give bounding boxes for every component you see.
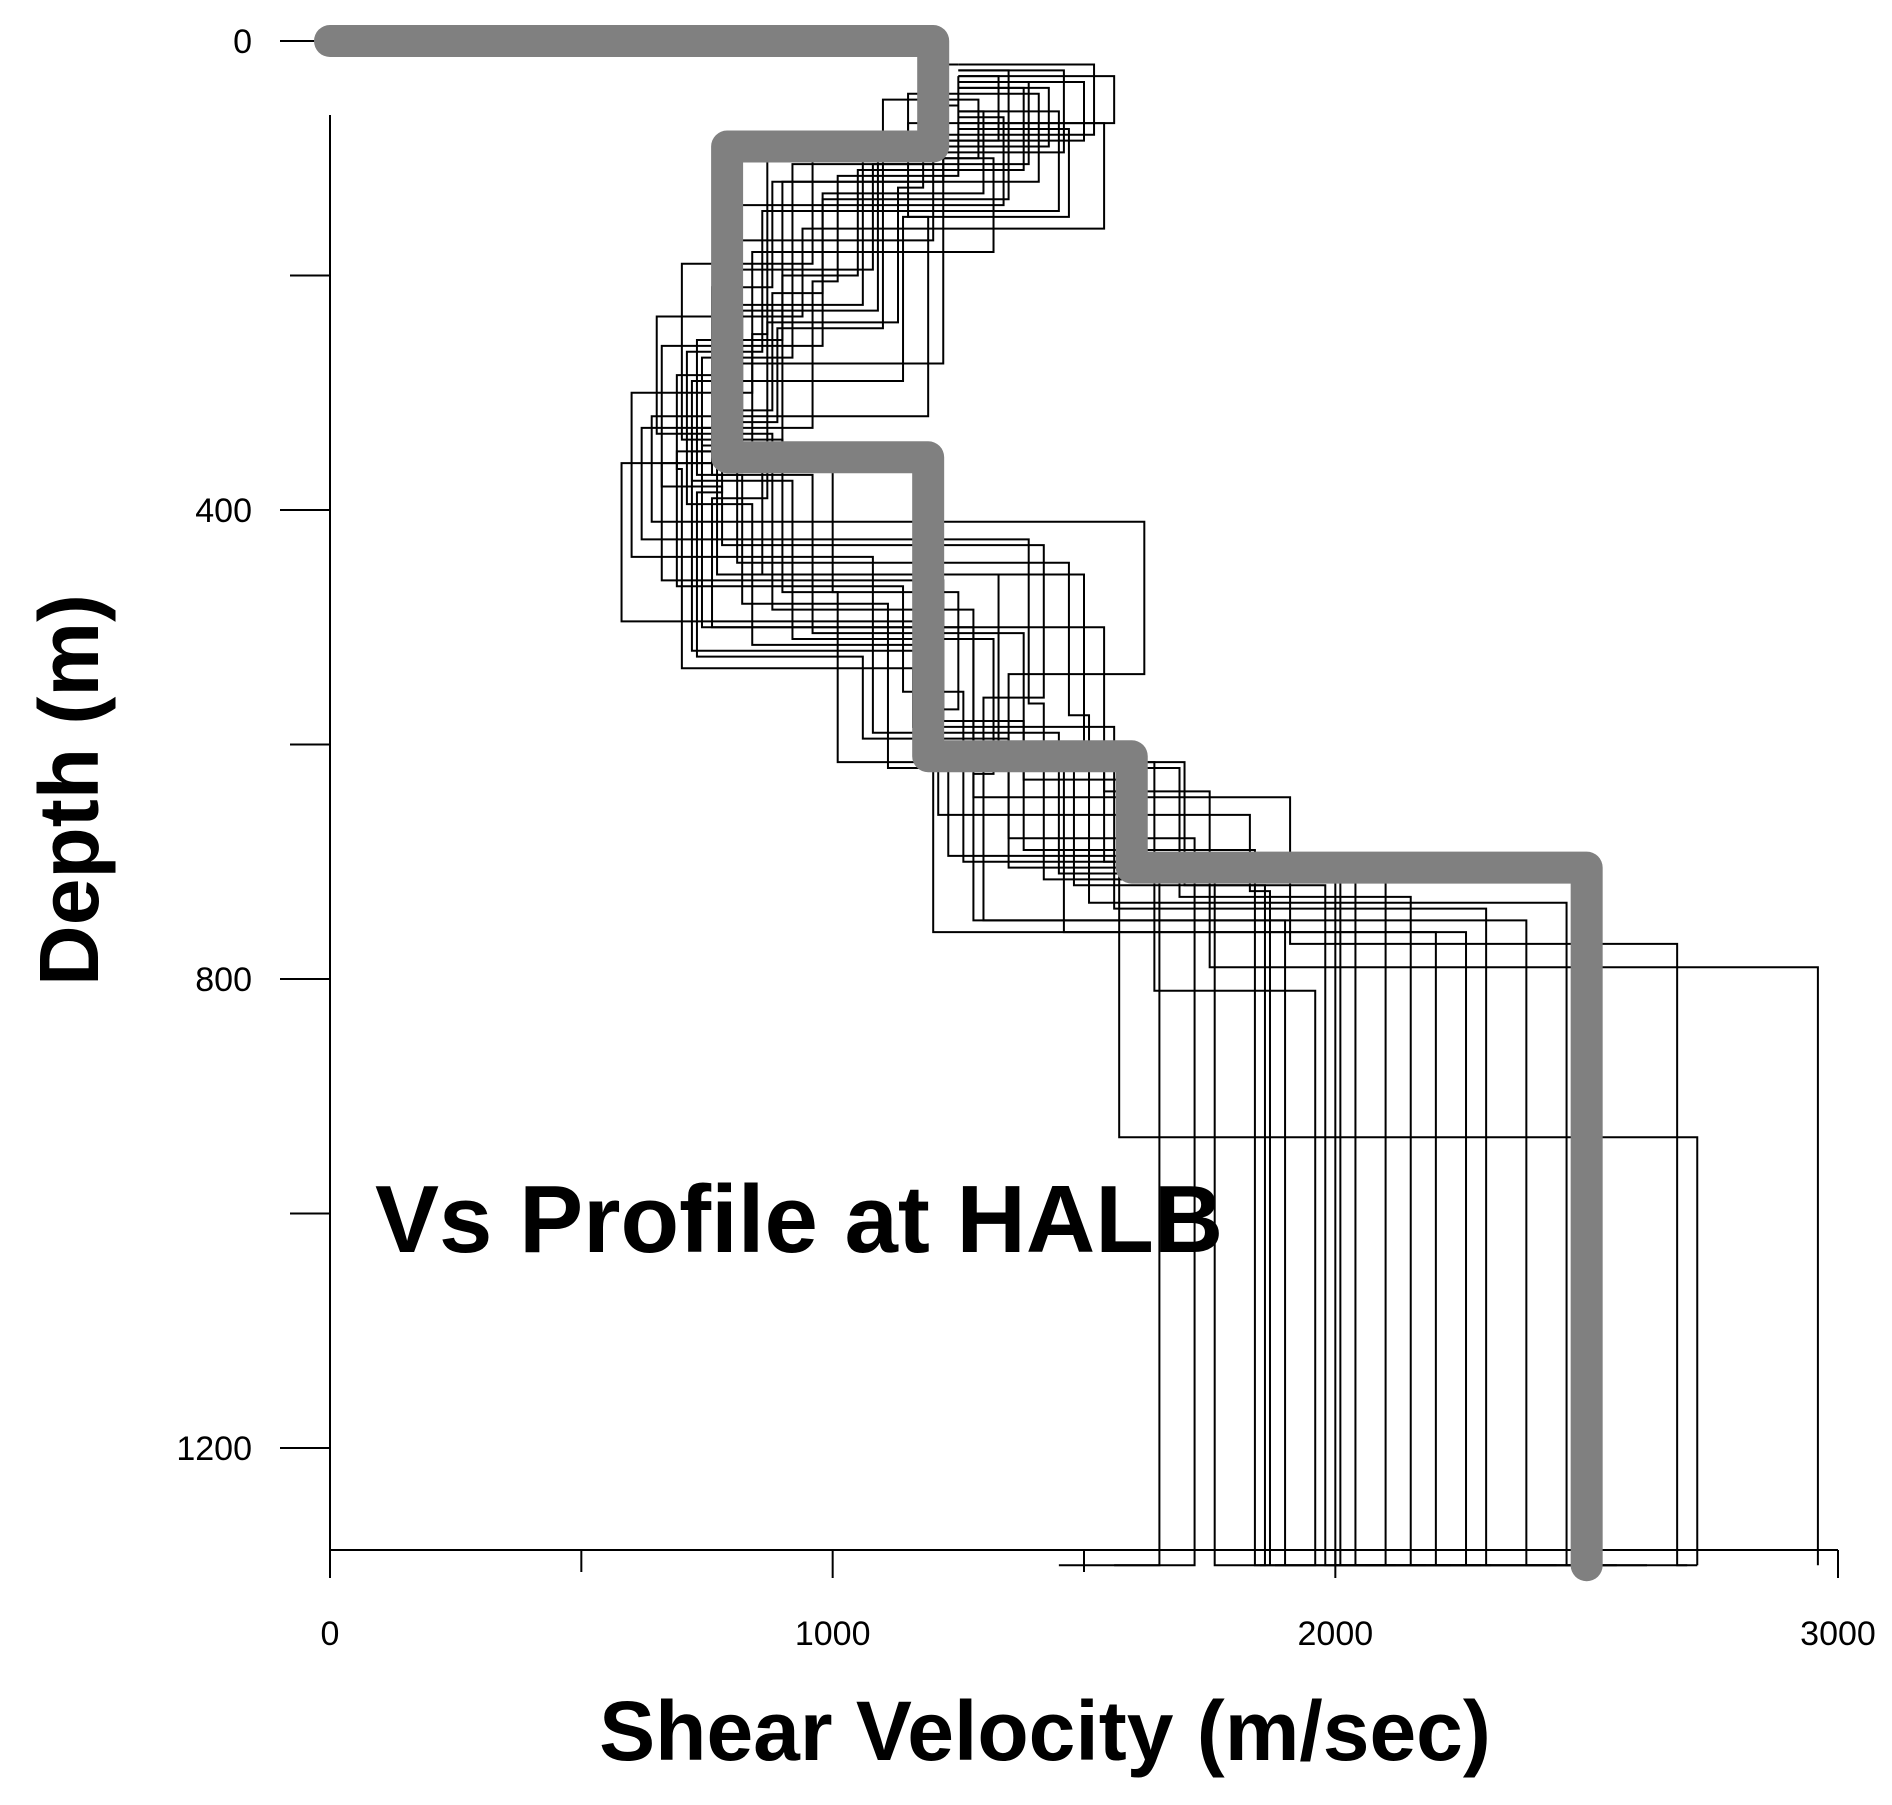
ensemble-profile-line: [685, 110, 1468, 1567]
ensemble-profile-line: [675, 116, 1492, 1567]
x-tick-label: 3000: [1800, 1615, 1876, 1653]
ensemble-profile-line: [711, 92, 1688, 1567]
best-profile-line: [314, 25, 1603, 1582]
ensemble-profile-line: [726, 86, 1317, 1567]
ensemble-profile-line: [655, 122, 1698, 1567]
ensemble-profile-line: [736, 69, 1617, 1567]
y-tick-label: 1200: [176, 1430, 252, 1468]
ensemble-profile-line: [695, 92, 1341, 1567]
ensemble-profile-line: [690, 69, 1451, 1567]
ensemble-profile-line: [640, 76, 1396, 1567]
ensemble-profile-line: [695, 104, 1699, 1566]
ensemble-profile-line: [675, 81, 1426, 1567]
ensemble-profiles: [620, 63, 1819, 1567]
x-tick-label: 2000: [1298, 1615, 1374, 1653]
y-tick-label: 400: [195, 492, 252, 530]
ensemble-profile-line: [690, 127, 1557, 1567]
y-axis-title: Depth (m): [22, 594, 116, 986]
y-tick-label: 0: [233, 23, 252, 61]
profile-annotation: Vs Profile at HALB: [375, 1166, 1223, 1273]
x-tick-label: 0: [321, 1615, 340, 1653]
ensemble-profile-line: [660, 86, 1482, 1567]
best-profile-layer: [314, 25, 1603, 1582]
x-axis-title: Shear Velocity (m/sec): [599, 1684, 1491, 1778]
ensemble-profile-line: [716, 75, 1266, 1567]
axis-ticks: 0 1000 2000 3000 0 400 800 1200: [176, 23, 1875, 1653]
y-tick-label: 800: [195, 961, 252, 999]
axes: [329, 115, 1838, 1551]
x-tick-label: 1000: [795, 1615, 871, 1653]
